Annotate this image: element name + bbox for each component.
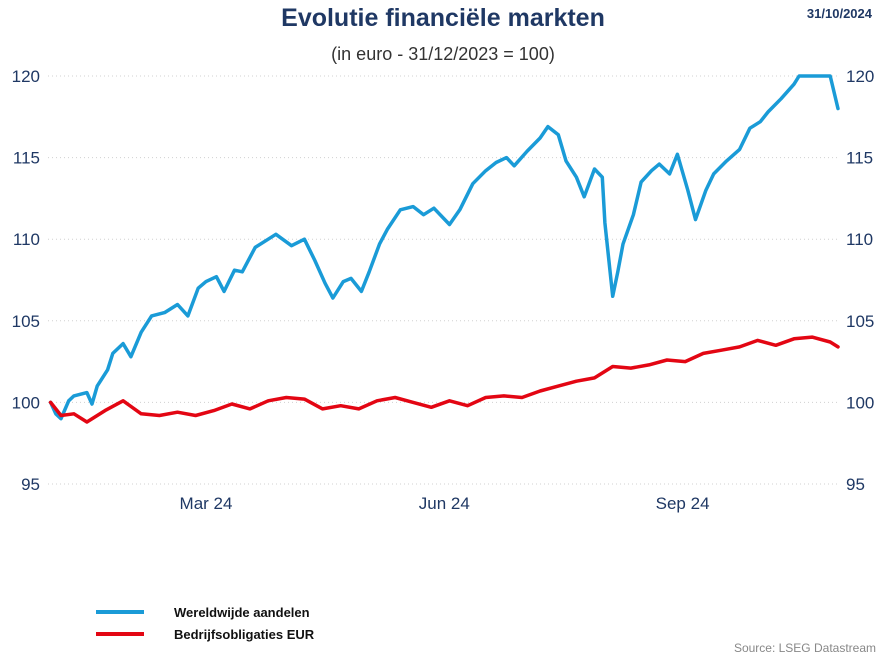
series-line-0 (48, 74, 840, 421)
y-axis-right: 95 100 105 110 115 120 (846, 67, 874, 494)
y-axis-left: 95 100 105 110 115 120 (12, 67, 40, 494)
y-tick-right-110: 110 (846, 230, 873, 249)
series-lines (48, 74, 840, 424)
legend-swatch-bonds (96, 632, 144, 636)
y-tick-left-100: 100 (12, 393, 40, 412)
y-tick-right-120: 120 (846, 67, 874, 86)
source-note: Source: LSEG Datastream (733, 641, 876, 655)
legend-label-equities: Wereldwijde aandelen (174, 604, 310, 620)
y-tick-left-120: 120 (12, 67, 40, 86)
as-of-date: 31/10/2024 (806, 6, 872, 21)
y-tick-left-110: 110 (13, 230, 40, 249)
chart-subtitle: (in euro - 31/12/2023 = 100) (331, 44, 555, 64)
legend-swatch-equities (96, 610, 144, 614)
y-tick-left-115: 115 (13, 149, 40, 168)
y-tick-right-100: 100 (846, 393, 874, 412)
y-tick-left-105: 105 (12, 312, 40, 331)
legend-item-equities: Wereldwijde aandelen (96, 602, 310, 622)
chart-title: Evolutie financiële markten (281, 4, 605, 32)
y-tick-left-95: 95 (21, 475, 40, 494)
x-tick-2: Sep 24 (656, 494, 710, 513)
y-tick-right-95: 95 (846, 475, 865, 494)
legend-item-bonds: Bedrijfsobligaties EUR (96, 624, 314, 644)
y-tick-right-105: 105 (846, 312, 874, 331)
y-tick-right-115: 115 (846, 149, 873, 168)
gridlines (48, 75, 838, 485)
x-tick-1: Jun 24 (419, 494, 470, 513)
x-axis: Mar 24 Jun 24 Sep 24 (180, 494, 710, 513)
x-tick-0: Mar 24 (180, 494, 233, 513)
line-chart: 95 100 105 110 115 120 95 100 105 110 115 120 Mar … (12, 67, 875, 513)
legend-label-bonds: Bedrijfsobligaties EUR (174, 626, 315, 642)
series-line-1 (48, 335, 840, 424)
